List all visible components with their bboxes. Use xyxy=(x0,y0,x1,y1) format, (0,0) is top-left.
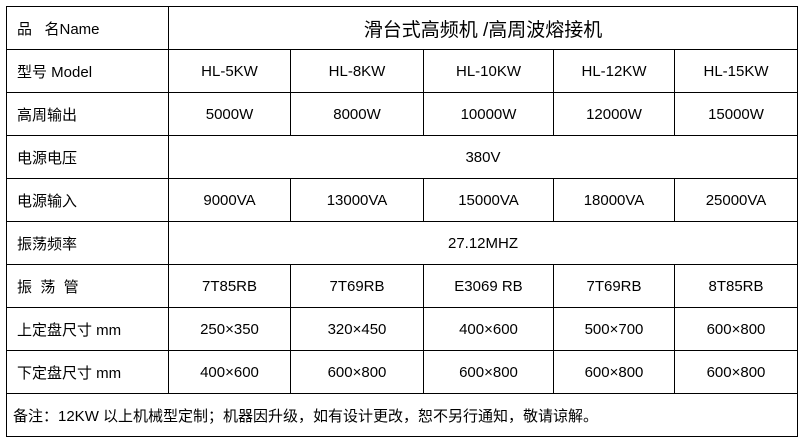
row-label: 高周输出 xyxy=(6,92,169,136)
row-label: 上定盘尺寸 mm xyxy=(6,307,169,351)
row-label: 振 荡 管 xyxy=(6,264,169,308)
cell-value: 15000VA xyxy=(423,178,554,222)
row-label: 型号 Model xyxy=(6,49,169,93)
cell-value: 10000W xyxy=(423,92,554,136)
cell-value: 250×350 xyxy=(168,307,291,351)
cell-value: 500×700 xyxy=(553,307,675,351)
spec-row: 振 荡 管 7T85RB 7T69RB E3069 RB 7T69RB 8T85RB xyxy=(6,264,798,308)
cell-value: 13000VA xyxy=(290,178,424,222)
cell-value: 600×800 xyxy=(553,350,675,394)
cell-value: 8000W xyxy=(290,92,424,136)
cell-value: HL-8KW xyxy=(290,49,424,93)
note: 备注：12KW 以上机械型定制；机器因升级，如有设计更改，恕不另行通知，敬请谅解… xyxy=(6,393,798,437)
cell-value: 600×800 xyxy=(674,350,798,394)
row-label: 下定盘尺寸 mm xyxy=(6,350,169,394)
cell-value: 8T85RB xyxy=(674,264,798,308)
cell-value: 9000VA xyxy=(168,178,291,222)
cell-value: 600×800 xyxy=(674,307,798,351)
cell-value: 5000W xyxy=(168,92,291,136)
name-label: 品 名Name xyxy=(6,6,169,50)
row-label: 电源输入 xyxy=(6,178,169,222)
cell-value: HL-12KW xyxy=(553,49,675,93)
note-row: 备注：12KW 以上机械型定制；机器因升级，如有设计更改，恕不另行通知，敬请谅解… xyxy=(6,393,798,437)
cell-value: 25000VA xyxy=(674,178,798,222)
spec-row: 高周输出 5000W 8000W 10000W 12000W 15000W xyxy=(6,92,798,136)
row-label: 振荡频率 xyxy=(6,221,169,265)
spec-row: 振荡频率 27.12MHZ xyxy=(6,221,798,265)
cell-value: 7T69RB xyxy=(290,264,424,308)
cell-value: 7T85RB xyxy=(168,264,291,308)
product-name: 滑台式高频机 /高周波熔接机 xyxy=(168,6,798,50)
cell-value: 600×800 xyxy=(423,350,554,394)
cell-value: 400×600 xyxy=(168,350,291,394)
name-row: 品 名Name 滑台式高频机 /高周波熔接机 xyxy=(6,6,798,50)
cell-value: HL-10KW xyxy=(423,49,554,93)
cell-value: E3069 RB xyxy=(423,264,554,308)
merged-value: 27.12MHZ xyxy=(168,221,798,265)
spec-row: 型号 Model HL-5KW HL-8KW HL-10KW HL-12KW HL-15K… xyxy=(6,49,798,93)
spec-row: 上定盘尺寸 mm 250×350 320×450 400×600 500×700 600×… xyxy=(6,307,798,351)
cell-value: 320×450 xyxy=(290,307,424,351)
cell-value: 15000W xyxy=(674,92,798,136)
cell-value: HL-15KW xyxy=(674,49,798,93)
spec-row: 电源电压 380V xyxy=(6,135,798,179)
spec-row: 下定盘尺寸 mm 400×600 600×800 600×800 600×800 600×… xyxy=(6,350,798,394)
cell-value: 400×600 xyxy=(423,307,554,351)
cell-value: 600×800 xyxy=(290,350,424,394)
spec-row: 电源输入 9000VA 13000VA 15000VA 18000VA 25000VA xyxy=(6,178,798,222)
merged-value: 380V xyxy=(168,135,798,179)
cell-value: 7T69RB xyxy=(553,264,675,308)
cell-value: HL-5KW xyxy=(168,49,291,93)
row-label: 电源电压 xyxy=(6,135,169,179)
cell-value: 12000W xyxy=(553,92,675,136)
cell-value: 18000VA xyxy=(553,178,675,222)
spec-table: 品 名Name 滑台式高频机 /高周波熔接机 型号 Model HL-5KW HL-… xyxy=(6,6,798,437)
